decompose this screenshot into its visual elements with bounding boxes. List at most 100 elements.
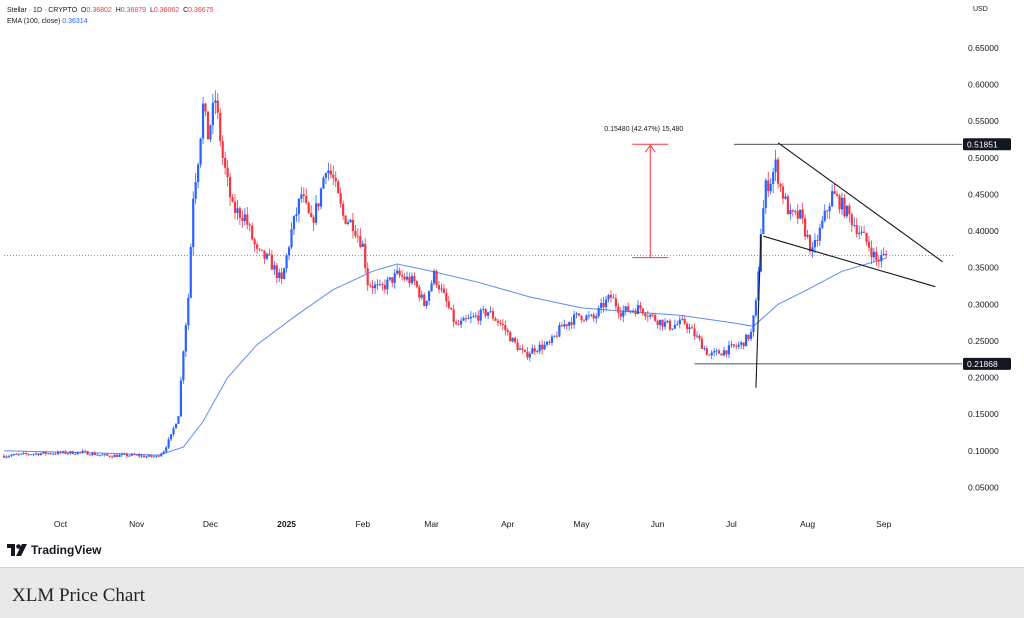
candle-body	[302, 194, 305, 196]
candle	[705, 345, 708, 356]
candle-body	[531, 348, 534, 354]
candle-body	[66, 453, 69, 455]
candle-body	[42, 452, 45, 454]
candle	[280, 267, 283, 284]
candle	[833, 183, 836, 195]
candle	[398, 267, 401, 278]
candle	[577, 313, 581, 317]
candle-body	[270, 254, 273, 270]
candle-body	[413, 276, 416, 282]
candle	[317, 203, 320, 211]
candle	[661, 319, 664, 331]
candle	[447, 295, 450, 310]
candle-body	[329, 170, 332, 175]
candle	[386, 276, 389, 295]
candle	[607, 293, 610, 303]
candle-body	[147, 455, 151, 457]
candle-body	[727, 345, 731, 355]
candle	[79, 451, 82, 454]
currency-label[interactable]: USD	[973, 6, 988, 13]
candle-body	[636, 305, 640, 315]
candle-body	[823, 210, 826, 221]
candle	[518, 344, 522, 350]
candle	[641, 307, 645, 317]
candle-body	[93, 452, 97, 455]
candle	[246, 207, 249, 230]
candlestick-chart[interactable]: 0.05000 0.10000 0.15000 0.20000 0.25000 0.300…	[0, 0, 1024, 565]
candle	[474, 312, 477, 319]
candle	[376, 279, 379, 290]
candle-body	[440, 288, 443, 290]
candle	[619, 307, 622, 321]
candle	[64, 450, 67, 455]
candle-body	[184, 325, 187, 352]
candle	[273, 261, 276, 275]
candle-body	[614, 298, 617, 307]
tradingview-logo[interactable]: TradingView	[7, 543, 101, 557]
candle	[627, 302, 630, 313]
candle-body	[516, 342, 519, 350]
candle	[799, 209, 802, 220]
candle-body	[430, 283, 433, 292]
price-tick-label: 0.15000	[968, 409, 999, 419]
price-tick-label: 0.25000	[968, 336, 999, 346]
candle-body	[459, 320, 463, 325]
candle-body	[54, 453, 57, 455]
candle	[270, 250, 273, 270]
candle-body	[690, 327, 694, 329]
candle-body	[59, 451, 62, 453]
candle	[870, 240, 873, 265]
candle-body	[656, 320, 659, 326]
candle-body	[710, 352, 713, 356]
candle-body	[558, 325, 561, 337]
candle-body	[754, 300, 758, 316]
candle	[459, 316, 463, 328]
candle	[138, 452, 141, 459]
candle-body	[81, 450, 84, 452]
trend-line	[777, 142, 944, 263]
candle	[302, 187, 305, 203]
candle	[654, 312, 657, 322]
candle-body	[52, 453, 55, 455]
candle-body	[759, 234, 762, 272]
candle-body	[693, 328, 696, 337]
candle-body	[843, 197, 846, 217]
candle-body	[165, 447, 168, 452]
candle-body	[523, 349, 527, 352]
candle	[776, 156, 780, 189]
candle	[369, 282, 372, 288]
candle	[356, 228, 359, 243]
candle-body	[776, 159, 780, 184]
candle	[558, 322, 561, 338]
candle	[742, 342, 745, 350]
candle-body	[487, 312, 490, 316]
candle	[808, 234, 812, 255]
candle	[258, 247, 261, 252]
candle	[541, 340, 544, 355]
time-tick-label: Mar	[424, 519, 439, 529]
candle	[779, 182, 782, 192]
candle-body	[226, 167, 229, 178]
candle-body	[410, 276, 414, 284]
candle	[516, 338, 519, 352]
candle	[278, 268, 281, 283]
candle-body	[629, 310, 632, 312]
candle-body	[661, 319, 664, 327]
candle	[241, 210, 244, 228]
candle-body	[644, 313, 647, 317]
candle-body	[317, 203, 320, 207]
candle	[484, 307, 487, 319]
candle-body	[509, 332, 512, 342]
candle-body	[518, 348, 522, 350]
candle	[428, 290, 431, 305]
candle	[791, 209, 794, 217]
chart-area[interactable]: 0.05000 0.10000 0.15000 0.20000 0.25000 0.300…	[0, 0, 1024, 565]
candle-body	[56, 451, 60, 455]
candle	[545, 340, 549, 347]
candle-body	[192, 198, 195, 248]
candle	[501, 318, 504, 331]
candle	[10, 453, 13, 458]
candle	[668, 318, 672, 332]
candle-body	[536, 351, 539, 352]
candle	[405, 271, 409, 282]
